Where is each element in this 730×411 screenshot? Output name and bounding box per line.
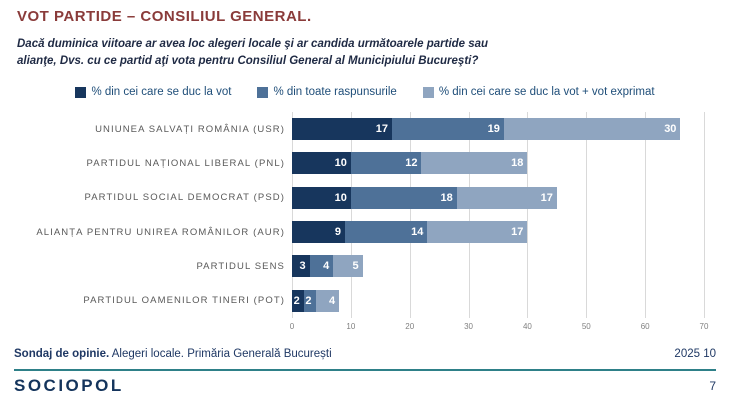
gridline	[586, 112, 588, 318]
bar-rows: UNIUNEA SALVAȚI ROMÂNIA (USR) 17 19 30 PAR…	[14, 112, 716, 318]
footer-source-bold: Sondaj de opinie.	[14, 348, 110, 360]
gridline	[645, 112, 647, 318]
category-label: PARTIDUL SOCIAL DEMOCRAT (PSD)	[84, 192, 285, 204]
bar-row: PARTIDUL SOCIAL DEMOCRAT (PSD) 10 18 17	[14, 181, 716, 215]
sociopol-logo: SOCIOPOL	[14, 376, 124, 395]
bar-segment: 2	[292, 289, 304, 312]
legend-item: % din cei care se duc la vot	[75, 86, 231, 98]
category-label: PARTIDUL OAMENILOR TINERI (POT)	[83, 295, 285, 307]
stacked-bar: 3 4 5	[292, 255, 704, 278]
chart: UNIUNEA SALVAȚI ROMÂNIA (USR) 17 19 30 PAR…	[14, 112, 716, 336]
bar-segment: 17	[456, 186, 557, 209]
x-tick-label: 30	[464, 321, 474, 331]
value-label: 4	[328, 294, 336, 307]
gridline	[527, 112, 529, 318]
x-tick-label: 20	[405, 321, 415, 331]
stacked-bar: 9 14 17	[292, 221, 704, 244]
x-tick-label: 70	[699, 321, 709, 331]
x-tick-label: 40	[522, 321, 532, 331]
bar-row: UNIUNEA SALVAȚI ROMÂNIA (USR) 17 19 30	[14, 112, 716, 146]
bar-segment: 4	[309, 255, 334, 278]
footer-date: 2025 10	[674, 348, 716, 360]
category-label: ALIANȚA PENTRU UNIREA ROMÂNILOR (AUR)	[36, 226, 285, 238]
value-label: 10	[334, 191, 347, 204]
footer-logo-row: SOCIOPOL 7	[14, 376, 716, 396]
value-label: 2	[305, 294, 312, 307]
legend-label: % din cei care se duc la vot + vot expri…	[438, 86, 655, 98]
bar-segment: 14	[344, 221, 428, 244]
stacked-bar: 10 12 18	[292, 152, 704, 175]
legend-swatch-icon	[257, 86, 269, 98]
value-label: 4	[323, 260, 330, 273]
category-label: UNIUNEA SALVAȚI ROMÂNIA (USR)	[95, 123, 285, 135]
gridline	[350, 112, 352, 318]
bar-segment: 19	[392, 118, 504, 141]
x-tick-label: 50	[581, 321, 591, 331]
value-label: 5	[352, 260, 359, 273]
value-label: 12	[405, 157, 418, 170]
bar-segment: 12	[350, 152, 422, 175]
value-label: 2	[293, 294, 300, 307]
bar-segment: 2	[303, 289, 316, 312]
bar-row: PARTIDUL NAȚIONAL LIBERAL (PNL) 10 12 18	[14, 146, 716, 180]
legend-item: % din cei care se duc la vot + vot expri…	[422, 86, 655, 98]
bar-segment: 30	[503, 118, 681, 141]
bar-segment: 17	[292, 118, 393, 141]
legend-label: % din cei care se duc la vot	[91, 86, 232, 98]
category-label: PARTIDUL NAȚIONAL LIBERAL (PNL)	[86, 157, 285, 169]
page-number: 7	[709, 379, 716, 393]
value-label: 17	[375, 123, 389, 136]
bar-segment: 3	[292, 255, 310, 278]
value-label: 19	[487, 123, 500, 136]
question-text: Dacă duminica viitoare ar avea loc alege…	[17, 38, 489, 67]
bar-row: ALIANȚA PENTRU UNIREA ROMÂNILOR (AUR) 9 1…	[14, 215, 716, 249]
gridline	[468, 112, 470, 318]
value-label: 9	[334, 226, 341, 239]
bar-segment: 18	[350, 186, 457, 209]
bar-segment: 4	[315, 289, 340, 312]
legend-item: % din toate raspunsurile	[257, 86, 397, 98]
footer-source-rest: Alegeri locale. Primăria Generală Bucure…	[109, 348, 332, 360]
gridlines	[292, 112, 705, 318]
footer-divider	[14, 369, 716, 371]
value-label: 30	[664, 123, 677, 136]
value-label: 14	[411, 226, 424, 239]
value-label: 18	[511, 157, 524, 170]
bar-segment: 5	[333, 255, 363, 278]
value-label: 17	[540, 191, 553, 204]
x-tick-label: 10	[346, 321, 356, 331]
footer-source: Sondaj de opinie. Alegeri locale. Primăr…	[14, 348, 332, 360]
x-tick-label: 0	[289, 321, 295, 331]
bar-segment: 10	[292, 186, 351, 209]
bar-segment: 18	[421, 152, 528, 175]
legend-label: % din toate raspunsurile	[273, 86, 397, 98]
gridline	[409, 112, 411, 318]
stacked-bar: 17 19 30	[292, 118, 704, 141]
bar-segment: 9	[292, 221, 345, 244]
bar-segment: 10	[292, 152, 351, 175]
x-axis: 0 10 20 30 40 50 60 70	[289, 321, 709, 336]
legend-swatch-icon	[422, 86, 434, 98]
value-label: 18	[440, 191, 453, 204]
bar-row: PARTIDUL SENS 3 4 5	[14, 249, 716, 283]
page-title: VOT PARTIDE – CONSILIUL GENERAL.	[17, 8, 312, 25]
chart-legend: % din cei care se duc la vot % din toate…	[0, 86, 730, 98]
value-label: 3	[299, 260, 306, 273]
stacked-bar: 10 18 17	[292, 186, 704, 209]
x-tick-label: 60	[640, 321, 650, 331]
footer-text-row: Sondaj de opinie. Alegeri locale. Primăr…	[14, 348, 716, 360]
bar-segment: 17	[427, 221, 528, 244]
category-label: PARTIDUL SENS	[196, 260, 285, 272]
gridline	[292, 112, 293, 318]
value-label: 17	[511, 226, 524, 239]
gridline	[704, 112, 705, 318]
legend-swatch-icon	[75, 86, 87, 98]
plot-area: UNIUNEA SALVAȚI ROMÂNIA (USR) 17 19 30 PAR…	[14, 112, 716, 318]
value-label: 10	[334, 157, 347, 170]
